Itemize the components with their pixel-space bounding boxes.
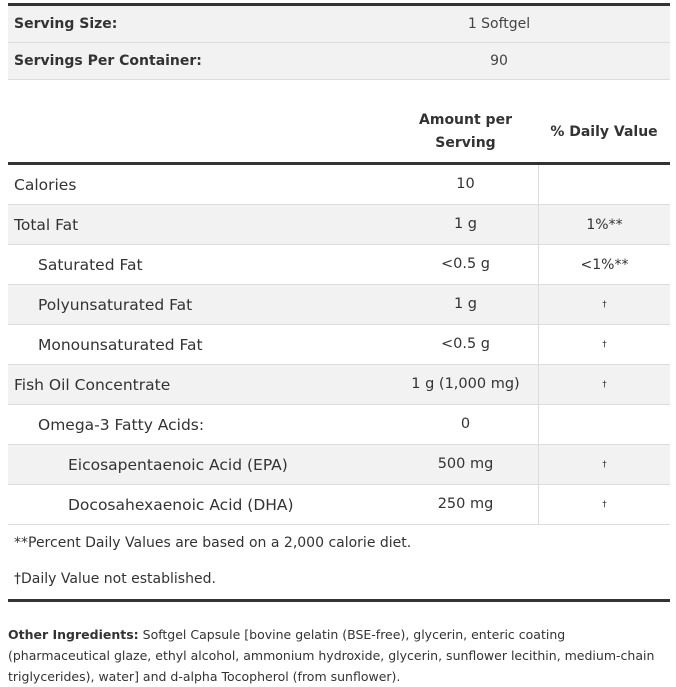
nutrient-amount: 1 g	[393, 285, 539, 324]
nutrient-daily-value: <1%**	[580, 256, 629, 273]
nutrient-name: Omega-3 Fatty Acids:	[38, 415, 205, 434]
nutrient-amount: <0.5 g	[393, 245, 539, 284]
nutrient-amount: 10	[393, 165, 539, 204]
nutrient-daily-value: †	[602, 499, 607, 510]
table-row: Eicosapentaenoic Acid (EPA) 500 mg †	[8, 445, 670, 485]
nutrient-amount: 1 g (1,000 mg)	[393, 365, 539, 404]
ingredients-label: Other Ingredients:	[8, 627, 139, 642]
nutrient-daily-value: †	[602, 379, 607, 390]
nutrient-daily-value: †	[602, 339, 607, 350]
serving-info: Serving Size: 1 Softgel Servings Per Con…	[8, 3, 670, 80]
nutrient-daily-value: †	[602, 459, 607, 470]
table-row: Total Fat 1 g 1%**	[8, 205, 670, 245]
serving-size-label: Serving Size:	[14, 16, 118, 32]
nutrient-name: Saturated Fat	[38, 255, 143, 274]
table-row: Monounsaturated Fat <0.5 g †	[8, 325, 670, 365]
nutrient-name: Docosahexaenoic Acid (DHA)	[68, 495, 294, 514]
nutrient-name: Calories	[14, 175, 77, 194]
serving-size-value: 1 Softgel	[467, 16, 531, 32]
supplement-facts: Serving Size: 1 Softgel Servings Per Con…	[8, 3, 670, 687]
nutrient-amount: 0	[393, 405, 539, 444]
table-row: Polyunsaturated Fat 1 g †	[8, 285, 670, 325]
nutrient-amount: 1 g	[393, 205, 539, 244]
amount-header: Amount per Serving	[419, 112, 512, 151]
nutrient-daily-value: 1%**	[586, 216, 623, 233]
nutrient-rows: Calories 10 Total Fat 1 g 1%** Saturated Fat <…	[8, 165, 670, 525]
nutrient-daily-value: †	[602, 299, 607, 310]
nutrient-amount: 500 mg	[393, 445, 539, 484]
daily-value-header: % Daily Value	[550, 124, 658, 140]
table-row: Docosahexaenoic Acid (DHA) 250 mg †	[8, 485, 670, 525]
table-row: Omega-3 Fatty Acids: 0	[8, 405, 670, 445]
nutrient-name: Polyunsaturated Fat	[38, 295, 193, 314]
servings-per-container-value: 90	[490, 53, 508, 69]
bottom-divider	[8, 599, 670, 602]
table-row: Saturated Fat <0.5 g <1%**	[8, 245, 670, 285]
footnote-dagger: †Daily Value not established.	[14, 571, 216, 587]
table-row: Calories 10	[8, 165, 670, 205]
nutrient-name: Total Fat	[14, 215, 79, 234]
table-header: Amount per Serving % Daily Value	[8, 102, 670, 165]
other-ingredients: Other Ingredients: Softgel Capsule [bovi…	[8, 624, 670, 687]
nutrient-name: Eicosapentaenoic Acid (EPA)	[68, 455, 288, 474]
nutrient-name: Fish Oil Concentrate	[14, 375, 171, 394]
nutrient-amount: 250 mg	[393, 485, 539, 524]
ingredients-text: Softgel Capsule [bovine gelatin (BSE-fre…	[8, 627, 655, 684]
table-row: Fish Oil Concentrate 1 g (1,000 mg) †	[8, 365, 670, 405]
servings-per-container-label: Servings Per Container:	[14, 53, 202, 69]
serving-size-row: Serving Size: 1 Softgel	[8, 6, 670, 43]
footnote-percent: **Percent Daily Values are based on a 2,…	[14, 535, 412, 551]
servings-per-container-row: Servings Per Container: 90	[8, 43, 670, 80]
nutrient-name: Monounsaturated Fat	[38, 335, 203, 354]
nutrient-amount: <0.5 g	[393, 325, 539, 364]
